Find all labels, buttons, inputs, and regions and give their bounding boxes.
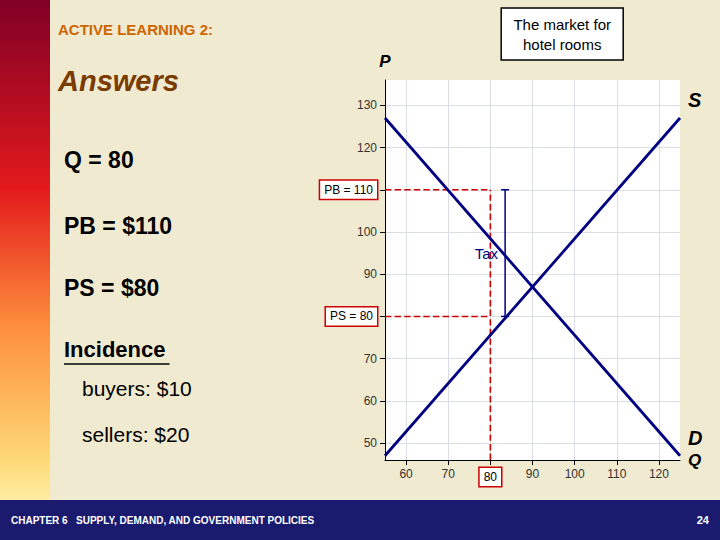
- svg-text:The market for: The market for: [513, 16, 611, 33]
- svg-text:80: 80: [484, 470, 498, 484]
- svg-text:sellers: $20: sellers: $20: [82, 423, 189, 446]
- svg-text:S: S: [688, 89, 702, 111]
- svg-text:PB = 110: PB = 110: [324, 183, 373, 197]
- svg-text:Incidence: Incidence: [64, 337, 165, 362]
- svg-text:buyers: $10: buyers: $10: [82, 377, 192, 400]
- svg-text:PB = $110: PB = $110: [64, 213, 172, 239]
- svg-text:100: 100: [565, 467, 585, 481]
- svg-text:70: 70: [442, 467, 456, 481]
- svg-text:90: 90: [526, 467, 540, 481]
- svg-text:CHAPTER 6 SUPPLY, DEMAND, AN: CHAPTER 6 SUPPLY, DEMAND, AND GOVERNMENT…: [11, 515, 315, 526]
- svg-text:90: 90: [364, 267, 378, 281]
- svg-text:110: 110: [607, 467, 626, 481]
- svg-text:50: 50: [364, 436, 378, 450]
- svg-text:130: 130: [357, 98, 377, 112]
- svg-text:100: 100: [357, 225, 377, 239]
- svg-text:60: 60: [364, 394, 378, 408]
- svg-text:PS = 80: PS = 80: [330, 309, 373, 323]
- svg-text:hotel rooms: hotel rooms: [523, 36, 601, 53]
- svg-text:ACTIVE LEARNING 2:: ACTIVE LEARNING 2:: [58, 21, 213, 38]
- svg-text:Q = 80: Q = 80: [64, 147, 134, 173]
- svg-text:60: 60: [399, 467, 413, 481]
- svg-text:120: 120: [357, 141, 377, 155]
- svg-text:120: 120: [649, 467, 669, 481]
- svg-text:P: P: [379, 52, 391, 71]
- svg-text:PS = $80: PS = $80: [64, 275, 159, 301]
- svg-text:24: 24: [697, 514, 710, 526]
- svg-text:Answers: Answers: [57, 65, 179, 97]
- svg-text:D: D: [688, 427, 702, 449]
- svg-text:Q: Q: [688, 451, 701, 470]
- svg-text:Tax: Tax: [475, 245, 499, 262]
- svg-text:70: 70: [364, 352, 378, 366]
